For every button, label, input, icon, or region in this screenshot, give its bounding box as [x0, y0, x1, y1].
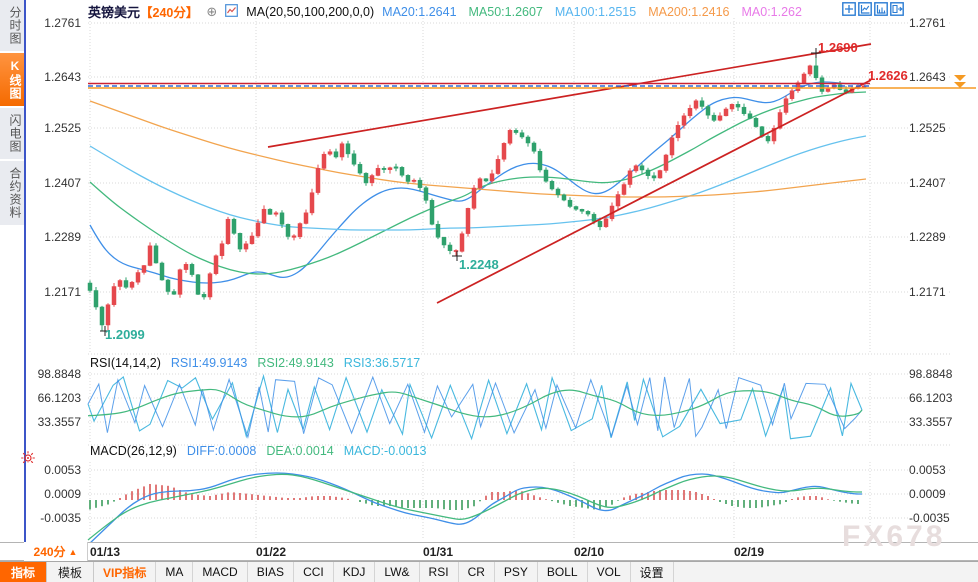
- indicator-value: MACD:-0.0013: [343, 444, 427, 458]
- symbol-name: 英镑美元: [88, 5, 141, 20]
- sidebar-item-闪电图[interactable]: 闪电图: [0, 108, 24, 159]
- toolbar-tab-模板[interactable]: 模板: [47, 562, 95, 582]
- date-label: 02/10: [574, 545, 605, 559]
- sidebar-item-合约资料[interactable]: 合约资料: [0, 161, 24, 225]
- price-axis-label-right: 98.8848: [908, 367, 954, 381]
- price-axis-label-right: -0.0035: [908, 511, 951, 525]
- price-axis-label-right: 1.2289: [908, 230, 947, 244]
- export-chart-icon[interactable]: [890, 2, 904, 16]
- price-axis-label-left: 1.2289: [26, 230, 82, 244]
- toolbar-item-VIP指标[interactable]: VIP指标: [94, 562, 157, 582]
- price-axis-label-left: 33.3557: [26, 415, 82, 429]
- toolbar-item-MACD[interactable]: MACD: [193, 562, 248, 582]
- zoom-x-axis-icon[interactable]: [874, 2, 888, 16]
- price-axis-label-left: 1.2525: [26, 121, 82, 135]
- price-axis-label-right: 1.2643: [908, 70, 947, 84]
- watermark: FX678: [842, 520, 946, 553]
- price-axis-label-right: 1.2407: [908, 176, 947, 190]
- rsi-panel-header: RSI(14,14,2) RSI1:49.9143 RSI2:49.9143 RSI…: [90, 356, 430, 370]
- toolbar-item-RSI[interactable]: RSI: [420, 562, 459, 582]
- ma-value: MA0:1.262: [741, 4, 802, 19]
- toolbar-item-BIAS[interactable]: BIAS: [248, 562, 295, 582]
- pan-crosshair-icon[interactable]: [842, 2, 856, 16]
- price-axis-label-right: 1.2525: [908, 121, 947, 135]
- mini-chart-icon: [225, 3, 239, 20]
- toolbar-item-CR[interactable]: CR: [459, 562, 495, 582]
- indicator-value: RSI1:49.9143: [170, 356, 248, 370]
- price-axis-label-right: 0.0009: [908, 487, 947, 501]
- date-label: 01/31: [423, 545, 454, 559]
- period-selector[interactable]: 240分 ▲: [24, 542, 88, 561]
- indicator-value: DIFF:0.0008: [186, 444, 257, 458]
- ma-value: MA200:1.2416: [648, 4, 730, 19]
- price-axis-label-right: 33.3557: [908, 415, 954, 429]
- add-circle-icon[interactable]: ⊕: [206, 3, 218, 19]
- sidebar-item-分时图[interactable]: 分时图: [0, 0, 24, 51]
- price-axis-label-right: 1.2171: [908, 285, 947, 299]
- price-axis-label-left: 1.2407: [26, 176, 82, 190]
- ma-settings-label: MA(20,50,100,200,0,0): [246, 4, 375, 19]
- rsi-name: RSI(14,14,2): [90, 356, 161, 370]
- zoom-y-axis-icon[interactable]: [858, 2, 872, 16]
- indicator-value: RSI2:49.9143: [257, 356, 334, 370]
- ma-value: MA100:1.2515: [554, 4, 637, 19]
- macd-panel-header: MACD(26,12,9) DIFF:0.0008 DEA:0.0014 MACD:…: [90, 444, 436, 458]
- toolbar-item-KDJ[interactable]: KDJ: [334, 562, 376, 582]
- toolbar-item-CCI[interactable]: CCI: [294, 562, 334, 582]
- price-annotation: 1.2690: [818, 40, 858, 55]
- price-annotation: 1.2626: [868, 68, 908, 83]
- nav-divider: [24, 0, 26, 542]
- chart-header: 英镑美元 【240分】 ⊕ MA(20,50,100,200,0,0) MA20…: [88, 2, 810, 21]
- price-axis-label-right: 66.1203: [908, 391, 954, 405]
- toolbar-item-LW&[interactable]: LW&: [375, 562, 420, 582]
- toolbar-item-设置[interactable]: 设置: [631, 562, 674, 582]
- toolbar-tab-指标[interactable]: 指标: [0, 562, 48, 582]
- red-sun-marker-icon: [20, 450, 36, 469]
- price-axis-label-left: 0.0009: [26, 487, 82, 501]
- date-label: 02/19: [734, 545, 765, 559]
- period-label: 【240分】: [140, 6, 199, 20]
- price-axis-label-left: 1.2643: [26, 70, 82, 84]
- price-axis-label-left: 1.2171: [26, 285, 82, 299]
- chart-toolbar-icons: [842, 2, 904, 16]
- price-axis-label-left: -0.0035: [26, 511, 82, 525]
- period-selector-label: 240分: [33, 545, 66, 559]
- price-annotation: 1.2248: [459, 257, 499, 272]
- price-axis-label-left: 98.8848: [26, 367, 82, 381]
- date-label: 01/22: [256, 545, 287, 559]
- ma-value: MA20:1.2641: [382, 4, 457, 19]
- toolbar-item-VOL[interactable]: VOL: [588, 562, 631, 582]
- sidebar-item-K线图[interactable]: K线图: [0, 53, 24, 106]
- left-nav: 分时图 K线图 闪电图 合约资料: [0, 0, 24, 542]
- indicator-value: DEA:0.0014: [266, 444, 334, 458]
- ma-values: MA20:1.2641 MA50:1.2607 MA100:1.2515 MA200:…: [382, 5, 802, 19]
- toolbar-item-MA[interactable]: MA: [156, 562, 194, 582]
- price-axis-label-left: 66.1203: [26, 391, 82, 405]
- indicator-toolbar: 指标 模板 VIP指标 MA MACD BIAS CCI KDJ LW& RSI CR PSY BOLL…: [0, 561, 978, 582]
- toolbar-item-PSY[interactable]: PSY: [495, 562, 538, 582]
- ma-value: MA50:1.2607: [468, 4, 543, 19]
- price-annotation: 1.2099: [105, 327, 145, 342]
- price-axis-label-left: 1.2761: [26, 16, 82, 30]
- time-axis-row: [0, 542, 978, 561]
- toolbar-item-BOLL[interactable]: BOLL: [538, 562, 588, 582]
- price-axis-label-right: 1.2761: [908, 16, 947, 30]
- date-label: 01/13: [90, 545, 121, 559]
- price-axis-label-right: 0.0053: [908, 463, 947, 477]
- chevron-up-icon: ▲: [68, 546, 78, 557]
- indicator-value: RSI3:36.5717: [343, 356, 421, 370]
- price-axis-label-left: 0.0053: [26, 463, 82, 477]
- macd-name: MACD(26,12,9): [90, 444, 177, 458]
